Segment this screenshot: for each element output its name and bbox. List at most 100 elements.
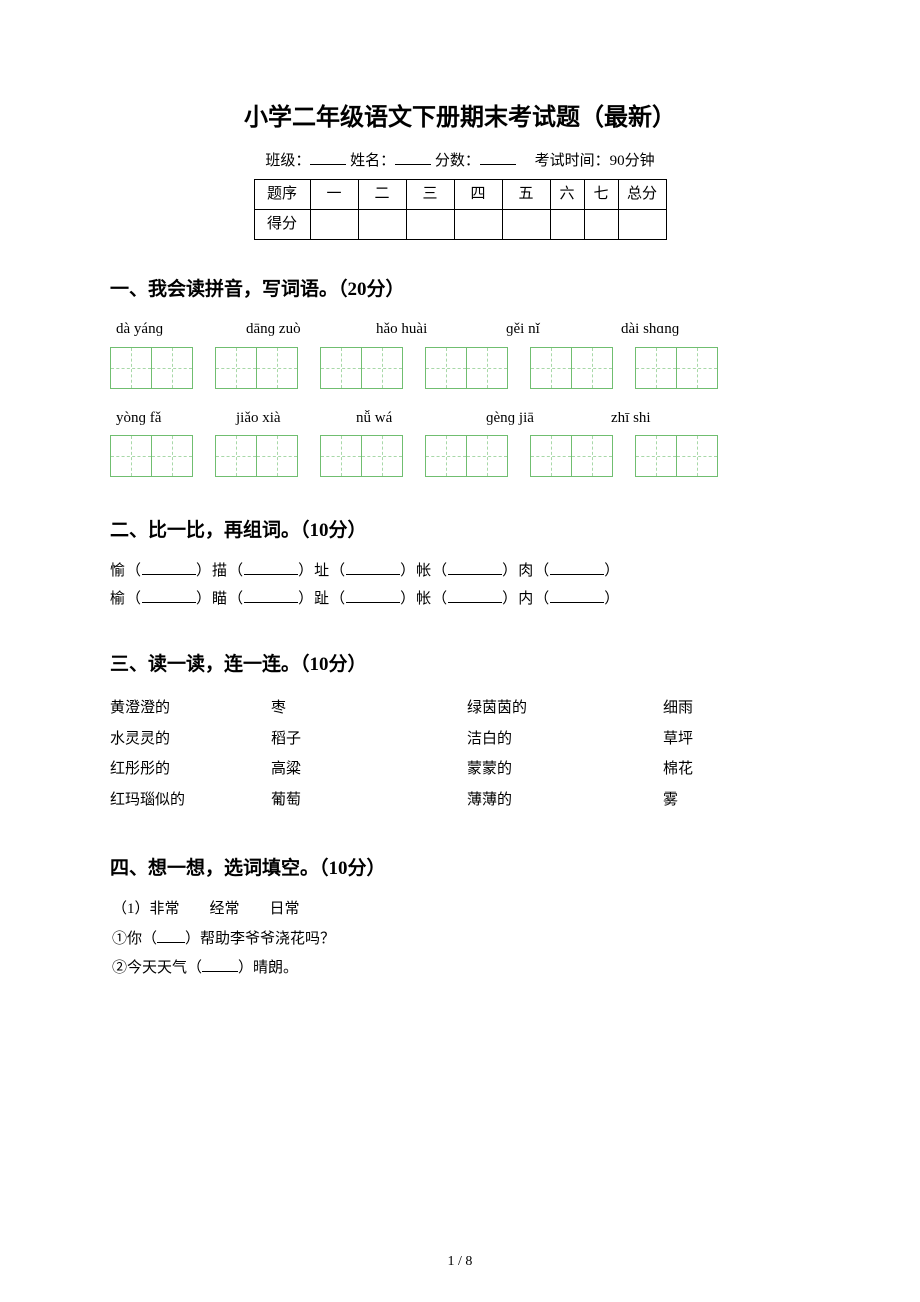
boxes-row-2 [110, 435, 810, 477]
box-group[interactable] [320, 347, 403, 389]
duration-label: 考试时间：90分钟 [535, 153, 655, 169]
c3r1c4: 细雨 [663, 693, 810, 724]
blank[interactable] [202, 958, 238, 972]
c3r1c3: 绿茵茵的 [467, 693, 663, 724]
q4-item-1: ①你（ ）帮助李爷爷浇花吗？ [112, 928, 810, 951]
score-cell-6[interactable] [550, 209, 584, 239]
connect-table: 黄澄澄的 枣 绿茵茵的 细雨 水灵灵的 稻子 洁白的 草坪 红彤彤的 高粱 蒙蒙… [110, 693, 810, 815]
char-2-2-5: 内 [518, 591, 534, 607]
score-cell-4[interactable] [454, 209, 502, 239]
col-4: 四 [454, 179, 502, 209]
score-header-row: 题序 一 二 三 四 五 六 七 总分 [254, 179, 666, 209]
c3r4c2: 葡萄 [271, 785, 467, 816]
pinyin-2-5: zhī shi [611, 407, 651, 430]
pinyin-2-1: yònɡ fǎ [116, 407, 236, 430]
compare-row-1: 愉（）描（）址（）帐（）肉（） [110, 560, 810, 583]
c3r3c1: 红彤彤的 [110, 754, 271, 785]
pinyin-1-4: ɡěi nǐ [506, 318, 621, 341]
box-group[interactable] [110, 435, 193, 477]
score-blank[interactable] [480, 151, 516, 165]
blank[interactable] [142, 589, 196, 603]
pinyin-2-3: nǚ wá [356, 407, 486, 430]
score-label: 分数： [435, 153, 480, 169]
box-group[interactable] [530, 347, 613, 389]
box-group[interactable] [215, 435, 298, 477]
char-2-2-3: 趾 [314, 591, 330, 607]
char-2-1-5: 肉 [518, 563, 534, 579]
box-group[interactable] [215, 347, 298, 389]
col-3: 三 [406, 179, 454, 209]
page-number: 1 / 8 [0, 1251, 920, 1272]
c3r2c1: 水灵灵的 [110, 724, 271, 755]
section4-title: 四、想一想，选词填空。（10分） [110, 855, 810, 884]
box-group[interactable] [110, 347, 193, 389]
blank[interactable] [346, 561, 400, 575]
class-label: 班级： [265, 153, 310, 169]
char-2-1-1: 愉 [110, 563, 126, 579]
compare-row-2: 榆（）瞄（）趾（）帐（）内（） [110, 588, 810, 611]
blank[interactable] [157, 929, 185, 943]
class-blank[interactable] [310, 151, 346, 165]
row2-label: 得分 [254, 209, 310, 239]
c3r4c4: 雾 [663, 785, 810, 816]
c3r3c3: 蒙蒙的 [467, 754, 663, 785]
pinyin-row-2: yònɡ fǎ jiǎo xià nǚ wá ɡènɡ jiā zhī shi [116, 407, 810, 430]
pinyin-row-1: dà yánɡ dānɡ zuò hǎo huài ɡěi nǐ dài shɑ… [116, 318, 810, 341]
row1-label: 题序 [254, 179, 310, 209]
col-1: 一 [310, 179, 358, 209]
pinyin-1-1: dà yánɡ [116, 318, 246, 341]
connect-row: 红玛瑙似的 葡萄 薄薄的 雾 [110, 785, 810, 816]
blank[interactable] [244, 561, 298, 575]
c3r4c1: 红玛瑙似的 [110, 785, 271, 816]
col-6: 六 [550, 179, 584, 209]
q4-item1-tail: ）帮助李爷爷浇花吗？ [185, 931, 335, 947]
section3-title: 三、读一读，连一连。（10分） [110, 651, 810, 680]
blank[interactable] [142, 561, 196, 575]
c3r4c3: 薄薄的 [467, 785, 663, 816]
blank[interactable] [448, 561, 502, 575]
c3r2c2: 稻子 [271, 724, 467, 755]
pinyin-1-3: hǎo huài [376, 318, 506, 341]
c3r2c4: 草坪 [663, 724, 810, 755]
blank[interactable] [346, 589, 400, 603]
q4-item2-tail: ）晴朗。 [238, 960, 298, 976]
col-total: 总分 [618, 179, 666, 209]
box-group[interactable] [635, 435, 718, 477]
blank[interactable] [550, 589, 604, 603]
char-2-1-2: 描 [212, 563, 228, 579]
pinyin-2-4: ɡènɡ jiā [486, 407, 611, 430]
char-2-2-4: 帐 [416, 591, 432, 607]
box-group[interactable] [635, 347, 718, 389]
box-group[interactable] [530, 435, 613, 477]
pinyin-1-2: dānɡ zuò [246, 318, 376, 341]
char-2-2-1: 榆 [110, 591, 126, 607]
score-value-row: 得分 [254, 209, 666, 239]
score-cell-2[interactable] [358, 209, 406, 239]
box-group[interactable] [425, 435, 508, 477]
score-cell-3[interactable] [406, 209, 454, 239]
pinyin-2-2: jiǎo xià [236, 407, 356, 430]
c3r3c2: 高粱 [271, 754, 467, 785]
score-cell-5[interactable] [502, 209, 550, 239]
meta-line: 班级： 姓名： 分数： 考试时间：90分钟 [110, 150, 810, 173]
section1-title: 一、我会读拼音，写词语。（20分） [110, 276, 810, 305]
c3r1c2: 枣 [271, 693, 467, 724]
connect-row: 黄澄澄的 枣 绿茵茵的 细雨 [110, 693, 810, 724]
c3r1c1: 黄澄澄的 [110, 693, 271, 724]
blank[interactable] [244, 589, 298, 603]
box-group[interactable] [425, 347, 508, 389]
q4-item-2: ②今天天气（）晴朗。 [112, 957, 810, 980]
score-cell-1[interactable] [310, 209, 358, 239]
blank[interactable] [550, 561, 604, 575]
q4-options: （1）非常 经常 日常 [112, 898, 810, 921]
page-title: 小学二年级语文下册期末考试题（最新） [110, 100, 810, 136]
name-blank[interactable] [395, 151, 431, 165]
box-group[interactable] [320, 435, 403, 477]
q4-item1-head: ①你（ [112, 931, 157, 947]
score-cell-7[interactable] [584, 209, 618, 239]
blank[interactable] [448, 589, 502, 603]
col-2: 二 [358, 179, 406, 209]
char-2-1-3: 址 [314, 563, 330, 579]
c3r3c4: 棉花 [663, 754, 810, 785]
score-cell-total[interactable] [618, 209, 666, 239]
